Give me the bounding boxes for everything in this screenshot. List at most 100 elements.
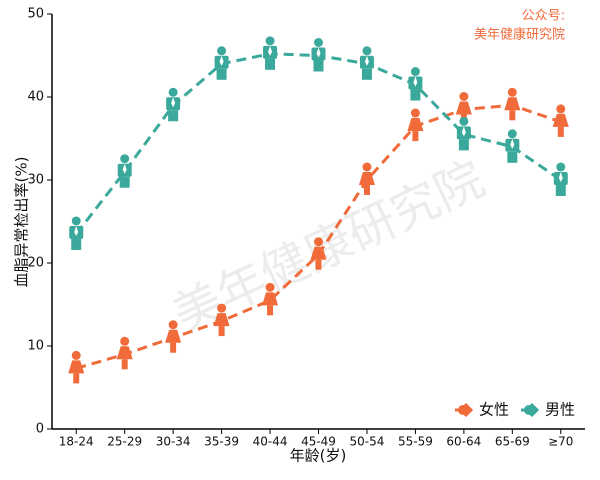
icon-legs [265,58,276,70]
icon-tie [122,163,127,174]
icon-tie [364,55,369,66]
icon-tie [74,225,79,236]
icon-head [120,336,130,346]
point-icon [262,282,279,316]
icon-body [213,313,230,327]
icon-legs [555,185,566,196]
icon-tie [171,97,176,108]
point-icon [214,46,229,80]
icon-head [314,38,323,47]
icon-legs [315,259,322,270]
y-tick-label: 30 [27,173,44,188]
icon-legs [168,110,179,122]
x-tick-label: 45-49 [301,435,336,449]
point-icon [456,116,471,151]
icon-head [556,162,566,172]
legend-dot [457,405,468,415]
icon-legs [218,326,225,337]
x-tick-label: 55-59 [398,435,433,449]
icon-body [262,292,279,306]
icon-head [71,350,81,360]
icon-body [455,101,472,115]
icon-legs [313,60,324,72]
y-tick-label: 0 [36,422,44,437]
point-icon [263,36,278,70]
icon-head [410,108,420,118]
x-tick-label: 25-29 [107,435,142,449]
icon-tie [316,47,321,58]
icon-legs [363,185,370,195]
icon-legs [121,359,128,370]
point-icon [311,38,326,72]
icon-legs [412,131,419,142]
point-icon [213,303,230,337]
icon-legs [73,373,80,384]
icon-tie [461,126,466,137]
x-tick-label: 40-44 [253,435,288,449]
watermark: 美年健康研究院 [165,151,493,344]
icon-body [552,113,569,127]
icon-head [71,216,81,226]
icon-head [507,129,517,139]
icon-head [217,303,227,313]
icon-legs [410,89,421,101]
icon-body [504,97,521,111]
icon-legs [119,176,130,188]
annotation: 公众号: [522,9,565,24]
point-icon [116,336,133,370]
point-icon [505,129,520,163]
icon-body [116,346,133,360]
y-tick-label: 10 [27,339,44,354]
icon-body [310,246,327,260]
icon-legs [361,68,372,80]
icon-legs [267,305,274,316]
x-tick-label: 35-39 [204,435,239,449]
icon-body [165,329,182,343]
point-icon [117,154,132,188]
x-tick-label: 50-54 [350,435,385,449]
point-icon [408,67,423,101]
legend-label: 男性 [545,401,575,419]
icon-head [362,162,372,172]
icon-head [217,46,227,56]
annotation: 美年健康研究院 [474,27,565,43]
icon-head [168,320,178,330]
icon-tie [510,138,515,149]
icon-legs [458,139,469,151]
point-icon [68,350,85,384]
icon-head [314,237,323,247]
legend-dot [523,405,534,415]
icon-legs [71,238,82,250]
icon-head [459,116,469,126]
y-tick-label: 40 [27,90,44,105]
icon-head [265,282,275,292]
point-icon [407,108,424,142]
x-tick-label: 65-69 [495,435,530,449]
point-icon [69,216,84,250]
point-icon [553,162,568,196]
x-tick-label: 30-34 [156,435,191,449]
icon-head [120,154,130,164]
x-tick-label: 60-64 [446,435,481,449]
x-axis-label: 年龄(岁) [290,447,347,465]
icon-head [410,67,420,77]
icon-tie [413,76,418,87]
icon-body [68,360,85,374]
icon-legs [557,126,564,137]
point-icon [552,104,569,137]
icon-head [556,104,566,114]
point-icon [165,320,182,353]
point-icon [166,87,181,122]
series-line [75,52,562,235]
icon-legs [507,151,518,163]
point-icon [504,87,521,121]
y-tick-label: 20 [27,256,44,271]
point-icon [358,162,375,195]
icon-tie [268,45,273,56]
point-icon [455,91,472,125]
icon-body [358,172,375,185]
icon-tie [558,172,563,182]
icon-legs [216,68,227,80]
icon-head [507,87,517,97]
